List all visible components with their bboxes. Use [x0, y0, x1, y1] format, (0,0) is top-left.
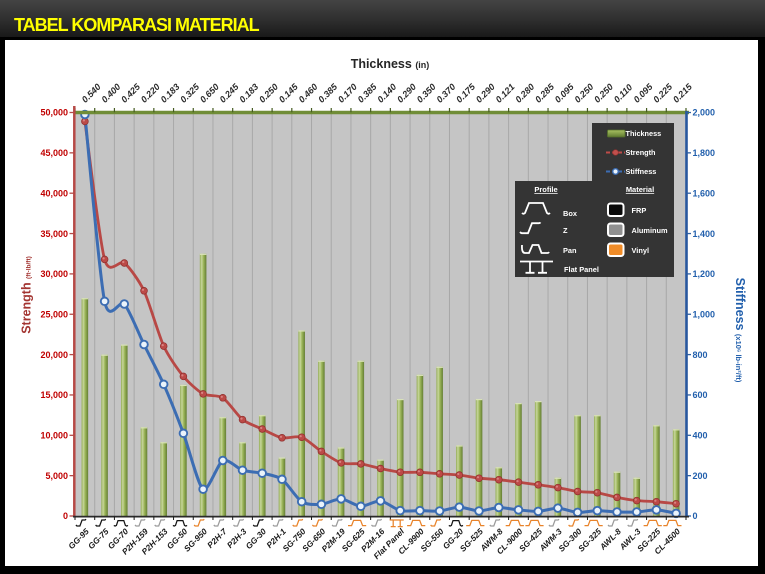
svg-text:0.290: 0.290 — [474, 82, 497, 105]
svg-text:Profile: Profile — [534, 185, 557, 194]
svg-text:0.385: 0.385 — [316, 81, 340, 105]
svg-text:1,400: 1,400 — [693, 229, 716, 239]
svg-text:0.250: 0.250 — [592, 82, 615, 105]
svg-text:0.540: 0.540 — [80, 82, 103, 105]
svg-text:0.350: 0.350 — [415, 82, 438, 105]
svg-text:35,000: 35,000 — [40, 229, 68, 239]
svg-text:30,000: 30,000 — [40, 269, 68, 279]
svg-text:0.650: 0.650 — [198, 82, 221, 105]
svg-text:0.095: 0.095 — [632, 81, 656, 105]
svg-text:Vinyl: Vinyl — [632, 246, 650, 255]
svg-text:0.250: 0.250 — [572, 82, 595, 105]
svg-text:0.170: 0.170 — [336, 82, 359, 105]
svg-text:0.110: 0.110 — [612, 82, 635, 105]
svg-text:GG-30: GG-30 — [243, 526, 268, 551]
svg-text:P2H-7: P2H-7 — [205, 526, 229, 550]
svg-text:0.250: 0.250 — [257, 82, 280, 105]
svg-text:25,000: 25,000 — [40, 309, 68, 319]
svg-text:0.225: 0.225 — [651, 81, 675, 105]
svg-text:0: 0 — [63, 511, 68, 521]
svg-text:0.460: 0.460 — [297, 82, 320, 105]
svg-text:1,200: 1,200 — [693, 269, 716, 279]
svg-text:0.285: 0.285 — [533, 81, 557, 105]
svg-text:Strength (ft-lb/ft): Strength (ft-lb/ft) — [20, 256, 34, 334]
svg-text:5,000: 5,000 — [45, 471, 68, 481]
svg-text:200: 200 — [693, 471, 708, 481]
svg-text:Material: Material — [626, 185, 654, 194]
svg-text:0.215: 0.215 — [671, 81, 695, 105]
svg-text:0.325: 0.325 — [178, 81, 202, 105]
svg-text:1,800: 1,800 — [693, 148, 716, 158]
svg-text:600: 600 — [693, 390, 708, 400]
svg-text:Box: Box — [563, 209, 578, 218]
svg-text:20,000: 20,000 — [40, 350, 68, 360]
svg-text:50,000: 50,000 — [40, 108, 68, 118]
svg-text:0: 0 — [693, 511, 698, 521]
svg-text:0.121: 0.121 — [494, 82, 517, 105]
svg-text:0.183: 0.183 — [159, 82, 182, 105]
svg-text:0.183: 0.183 — [237, 82, 260, 105]
svg-text:15,000: 15,000 — [40, 390, 68, 400]
svg-text:Thickness: Thickness — [626, 129, 662, 138]
svg-text:1,600: 1,600 — [693, 188, 716, 198]
svg-text:0.245: 0.245 — [218, 81, 242, 105]
svg-text:2,000: 2,000 — [693, 108, 716, 118]
svg-text:0.425: 0.425 — [119, 81, 143, 105]
svg-text:800: 800 — [693, 350, 708, 360]
svg-text:Thickness (in): Thickness (in) — [351, 57, 430, 71]
svg-text:10,000: 10,000 — [40, 431, 68, 441]
svg-text:0.385: 0.385 — [356, 81, 380, 105]
svg-text:0.175: 0.175 — [454, 81, 478, 105]
svg-text:0.220: 0.220 — [139, 82, 162, 105]
svg-text:Stiffness: Stiffness — [626, 167, 657, 176]
svg-text:0.290: 0.290 — [395, 82, 418, 105]
svg-text:0.095: 0.095 — [553, 81, 577, 105]
svg-text:1,000: 1,000 — [693, 309, 716, 319]
svg-text:Strength: Strength — [626, 148, 656, 157]
svg-text:0.145: 0.145 — [277, 81, 301, 105]
svg-text:0.280: 0.280 — [513, 82, 536, 105]
svg-text:0.140: 0.140 — [375, 82, 398, 105]
svg-text:0.400: 0.400 — [99, 82, 122, 105]
svg-text:Stiffness (x10⁶ lb-in²/ft): Stiffness (x10⁶ lb-in²/ft) — [733, 278, 747, 383]
svg-text:45,000: 45,000 — [40, 148, 68, 158]
svg-text:Z: Z — [563, 226, 568, 235]
svg-text:Pan: Pan — [563, 246, 577, 255]
svg-text:0.370: 0.370 — [434, 82, 457, 105]
svg-text:AWL-8: AWL-8 — [597, 526, 623, 552]
svg-text:GG-75: GG-75 — [86, 526, 111, 551]
svg-text:Flat Panel: Flat Panel — [564, 265, 599, 274]
svg-text:40,000: 40,000 — [40, 188, 68, 198]
svg-text:400: 400 — [693, 431, 708, 441]
svg-text:Aluminum: Aluminum — [632, 226, 669, 235]
svg-text:FRP: FRP — [632, 206, 647, 215]
svg-text:GG-95: GG-95 — [66, 526, 91, 551]
